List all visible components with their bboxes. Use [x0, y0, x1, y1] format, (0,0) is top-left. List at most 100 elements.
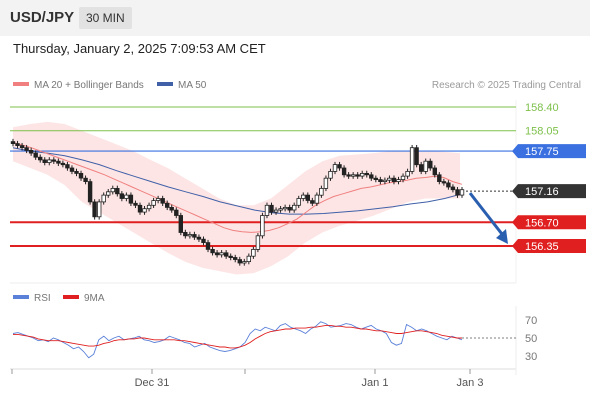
candle-up — [314, 194, 320, 204]
candle-up — [251, 248, 256, 257]
price-label-box — [512, 184, 586, 199]
candle-up — [255, 235, 261, 250]
candle-up — [151, 200, 156, 206]
candle-down — [65, 164, 70, 169]
ma20-line — [12, 141, 463, 233]
candle-down — [450, 186, 456, 191]
candle-down — [437, 174, 442, 183]
candle-up — [242, 261, 247, 264]
candle-down — [51, 159, 56, 162]
candle-up — [332, 164, 338, 172]
candle-down — [346, 174, 351, 177]
x-tick-label-Jan-1: Jan 1 — [362, 377, 389, 389]
candle-down — [69, 167, 75, 172]
price-label-text: 156.35 — [525, 241, 559, 253]
candle-up — [124, 194, 129, 199]
candle-up — [110, 187, 115, 193]
candle-down — [78, 172, 84, 179]
candle-up — [47, 159, 52, 163]
price-label-box — [512, 215, 586, 230]
candle-up — [219, 252, 224, 256]
candle-down — [446, 182, 451, 188]
price-label-text: 158.05 — [525, 126, 559, 138]
candle-down — [83, 177, 88, 182]
candle-up — [264, 204, 270, 216]
candle-up — [405, 170, 410, 177]
candle-down — [269, 204, 274, 213]
candle-up — [350, 174, 356, 177]
price-label-text: 157.75 — [525, 146, 559, 158]
price-label-box — [512, 239, 586, 253]
candle-up — [359, 172, 365, 177]
candle-down — [115, 187, 120, 195]
candle-up — [282, 206, 288, 210]
candle-down — [92, 201, 97, 218]
projection-arrow-line — [468, 192, 507, 239]
x-tick-label-Jan-3: Jan 3 — [457, 377, 484, 389]
rsi-line — [12, 321, 463, 359]
candle-up — [260, 215, 265, 237]
candle-down — [74, 170, 79, 174]
ma50-line — [12, 147, 463, 215]
candle-down — [391, 177, 397, 182]
candle-up — [459, 189, 465, 196]
candle-down — [183, 231, 188, 237]
candle-down — [355, 174, 360, 177]
legend-ma20-label: MA 20 + Bollinger Bands — [34, 80, 144, 91]
candle-down — [160, 198, 165, 204]
candle-up — [246, 255, 251, 263]
price-label-157-75: 157.75 — [512, 144, 586, 159]
candle-up — [97, 201, 102, 218]
candle-down — [414, 147, 419, 166]
candle-down — [60, 162, 66, 166]
candle-down — [373, 177, 378, 180]
legend-ma20-swatch — [13, 82, 29, 87]
candle-down — [223, 252, 229, 257]
candle-up — [301, 194, 306, 199]
legend-ma50: MA 50 — [157, 80, 206, 91]
candle-down — [178, 215, 183, 233]
rsi-tick-label-70: 70 — [525, 315, 537, 327]
candle-down — [432, 167, 437, 176]
candle-up — [423, 160, 428, 172]
candle-down — [455, 189, 460, 196]
candle-down — [169, 206, 174, 211]
candle-up — [409, 147, 415, 172]
candle-up — [142, 208, 147, 213]
legend-ma20: MA 20 + Bollinger Bands — [13, 80, 144, 91]
candle-down — [42, 159, 47, 163]
candle-down — [210, 248, 215, 254]
symbol-title: USD/JPY — [10, 9, 75, 26]
candle-down — [133, 202, 138, 206]
x-tick-label-Dec-31: Dec 31 — [135, 377, 170, 389]
rsi-tick-label-50: 50 — [525, 333, 537, 345]
candle-down — [341, 167, 347, 176]
candle-down — [196, 236, 202, 240]
candle-up — [278, 208, 283, 211]
copyright-text: Research © 2025 Trading Central — [431, 80, 581, 91]
candle-up — [382, 179, 388, 182]
timeframe-badge[interactable]: 30 MIN — [79, 7, 132, 29]
candle-up — [101, 194, 106, 203]
candle-down — [441, 181, 447, 184]
price-label-text: 158.40 — [525, 102, 559, 114]
candle-down — [310, 200, 315, 204]
candle-up — [387, 177, 392, 181]
price-label-box — [512, 144, 586, 159]
candle-up — [400, 175, 406, 180]
bollinger-band-area — [13, 121, 460, 275]
candle-down — [205, 242, 211, 250]
legend-rsi-label: RSI — [34, 293, 51, 304]
price-label-157-16: 157.16 — [512, 184, 586, 199]
candle-down — [19, 145, 25, 149]
rsi-tick-label-30: 30 — [525, 351, 537, 363]
candle-down — [232, 257, 238, 260]
candle-down — [87, 181, 93, 203]
candle-up — [106, 191, 111, 196]
candle-down — [201, 238, 206, 243]
candle-down — [24, 147, 29, 151]
candle-down — [337, 164, 342, 169]
legend-ma9-swatch — [63, 295, 79, 300]
candle-down — [128, 194, 134, 204]
